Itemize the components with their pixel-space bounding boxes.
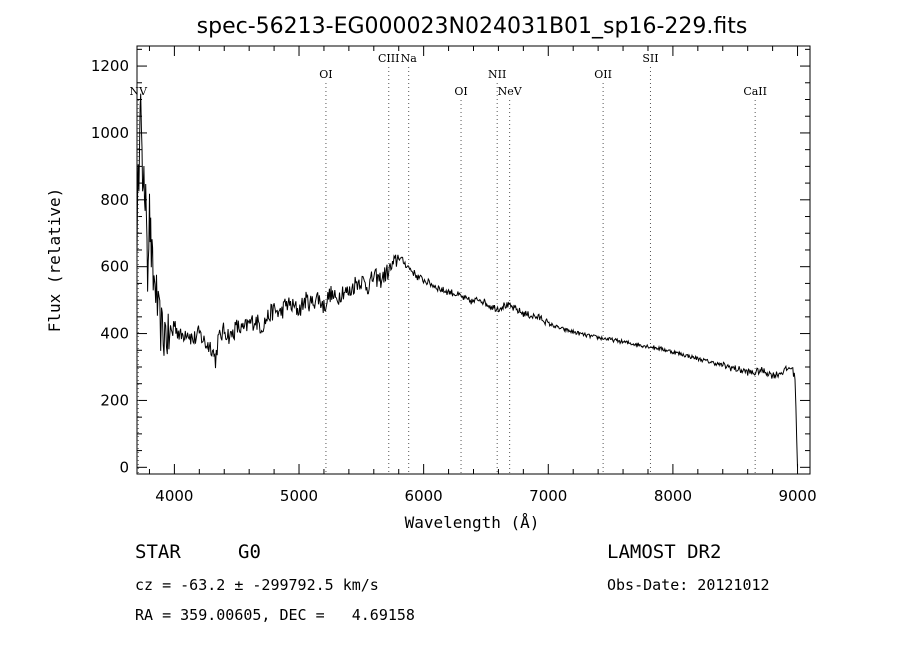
y-tick-label: 800 (100, 191, 129, 209)
y-tick-label: 0 (119, 458, 129, 476)
x-tick-label: 4000 (155, 487, 193, 505)
x-tick-label: 5000 (280, 487, 318, 505)
redshift-info: cz = -63.2 ± -299792.5 km/s (135, 576, 379, 594)
plot-frame (136, 45, 811, 475)
obs-date: Obs-Date: 20121012 (607, 576, 770, 594)
x-tick-label: 6000 (405, 487, 443, 505)
object-subclass: G0 (238, 541, 261, 563)
spectral-line-label: CIII (378, 52, 399, 65)
y-tick-labels: 0 200 400 600 800 1000 1200 (91, 57, 129, 476)
y-tick-label: 400 (100, 325, 129, 343)
object-class: STAR (135, 541, 181, 563)
x-tick-label: 9000 (778, 487, 816, 505)
spectral-line-label: OI (319, 68, 332, 81)
spectral-line-label: NV (129, 85, 148, 98)
spectral-line-label: Na (401, 52, 418, 65)
y-tick-label: 600 (100, 258, 129, 276)
survey-name: LAMOST DR2 (607, 541, 722, 563)
spectral-line-label: OII (594, 68, 612, 81)
y-tick-label: 1000 (91, 124, 129, 142)
spectral-line-markers: NV OI CIII Na OI NII NeV OII SII CaII (129, 52, 767, 474)
chart-title: spec-56213-EG000023N024031B01_sp16-229.f… (197, 14, 748, 39)
spectral-line-label: OI (454, 85, 467, 98)
axis-ticks (137, 46, 810, 474)
y-tick-label: 200 (100, 391, 129, 409)
spectral-line-label: NeV (498, 85, 523, 98)
x-tick-label: 8000 (654, 487, 692, 505)
spectrum-series-line (136, 93, 798, 468)
spectral-line-label: NII (488, 68, 506, 81)
spectral-line-label: SII (642, 52, 658, 65)
ra-dec-info: RA = 359.00605, DEC = 4.69158 (135, 606, 415, 624)
x-tick-labels: 4000 5000 6000 7000 8000 9000 (155, 487, 816, 505)
y-axis-label: Flux (relative) (45, 188, 64, 333)
x-axis-label: Wavelength (Å) (405, 513, 540, 532)
x-tick-label: 7000 (529, 487, 567, 505)
y-tick-label: 1200 (91, 57, 129, 75)
spectral-line-label: CaII (743, 85, 767, 98)
